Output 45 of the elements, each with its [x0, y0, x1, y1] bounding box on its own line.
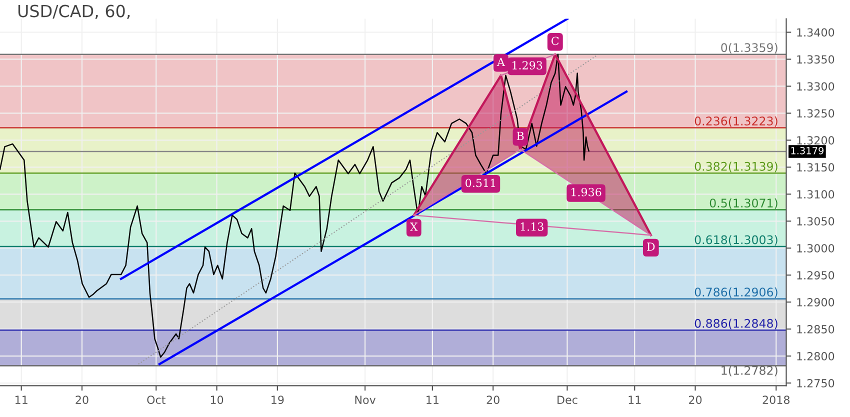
annotation: 1.936 — [571, 188, 602, 196]
annotation: 1.13 — [520, 222, 544, 231]
x-tick-label: Dec — [558, 396, 578, 404]
annotation: A — [496, 58, 506, 66]
x-tick-label: 20 — [689, 396, 702, 404]
annotation: B — [516, 132, 524, 140]
annotation: D — [647, 242, 655, 251]
annotation: X — [410, 222, 418, 231]
ref-line-label: 0(1.3359) — [721, 42, 778, 54]
ref-line-label: 0.382(1.3139) — [694, 162, 778, 172]
annotation: C — [552, 36, 559, 46]
ref-line-label: 1(1.2782) — [722, 366, 778, 376]
x-tick-label: 11 — [15, 396, 28, 404]
y-tick-label: 1.3400 — [797, 28, 834, 37]
x-tick-label: 19 — [272, 396, 284, 404]
annotation: 0.511 — [466, 178, 496, 188]
x-tick-label: Oct — [147, 396, 166, 404]
y-tick-label: 1.2900 — [797, 298, 834, 306]
ref-line-label: 1.3179 — [791, 146, 824, 154]
x-tick-label: 20 — [486, 396, 500, 404]
y-tick-label: 1.3050 — [797, 217, 834, 226]
chart-title: USD/CAD, 60, — [18, 4, 130, 20]
x-tick-label: 20 — [76, 396, 88, 404]
y-tick-label: 1.2750 — [797, 379, 834, 388]
annotation: 1.293 — [512, 61, 542, 70]
y-tick-label: 1.3200 — [797, 136, 834, 145]
y-tick-label: 1.2950 — [797, 271, 834, 280]
y-tick-label: 1.3000 — [797, 244, 834, 252]
y-tick-label: 1.3150 — [797, 163, 834, 172]
x-tick-label: 11 — [628, 396, 641, 404]
x-tick-label: 11 — [426, 396, 438, 404]
y-tick-label: 1.3350 — [797, 55, 834, 64]
y-tick-label: 1.3250 — [797, 109, 834, 118]
ref-line-label: 0.618(1.3003) — [694, 235, 778, 246]
x-tick-label: Nov — [355, 396, 376, 404]
y-tick-label: 1.3300 — [797, 82, 834, 91]
ref-line-label: 0.786(1.2906) — [694, 287, 778, 298]
x-tick-label: 10 — [210, 396, 224, 404]
ref-line-label: 0.886(1.2848) — [694, 318, 778, 330]
ref-line-label: 0.5(1.3071) — [710, 198, 778, 209]
ref-line-label: 0.236(1.3223) — [694, 116, 778, 127]
y-tick-label: 1.2850 — [797, 325, 834, 334]
y-tick-label: 1.3100 — [797, 190, 834, 199]
x-tick-label: 2018 — [762, 396, 790, 404]
y-tick-label: 1.2800 — [797, 352, 834, 360]
